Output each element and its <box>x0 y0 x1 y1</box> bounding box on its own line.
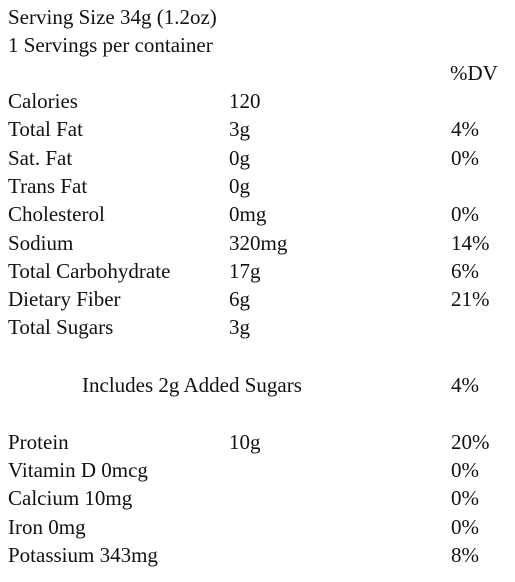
nutrient-amount: 10g <box>229 430 261 454</box>
added-sugars: Includes 2g Added Sugars <box>82 373 302 397</box>
nutrient-name: Calories <box>8 89 78 113</box>
nutrient-dv: 4% <box>451 117 479 142</box>
nutrient-name: Total Carbohydrate <box>8 258 171 283</box>
micro-dv: 8% <box>451 542 479 567</box>
nutrient-dv: 21% <box>451 287 490 312</box>
micro-label: Vitamin D 0mcg <box>8 458 148 482</box>
micro-dv: 0% <box>451 458 479 482</box>
micro-dv: 0% <box>451 514 479 539</box>
nutrient-amount: 3g <box>229 117 250 142</box>
micro-label: Calcium 10mg <box>8 486 133 511</box>
nutrient-name: Sodium <box>8 230 74 255</box>
nutrient-amount: 0mg <box>229 202 267 227</box>
nutrient-amount: 120 <box>229 89 261 113</box>
nutrient-name: Cholesterol <box>8 202 105 227</box>
nutrient-amount: 320mg <box>229 230 288 255</box>
micro-label: Potassium 343mg <box>8 542 158 567</box>
servings: 1 Servings per container <box>8 33 213 57</box>
nutrient-name: Total Sugars <box>8 315 114 340</box>
nutrient-amount: 0g <box>229 145 250 170</box>
nutrient-dv: 6% <box>451 258 479 283</box>
nutrient-dv: 20% <box>451 430 490 454</box>
nutrient-amount: 17g <box>229 258 261 283</box>
nutrient-dv: 0% <box>451 145 479 170</box>
nutrient-amount: 3g <box>229 315 250 340</box>
nutrient-amount: 0g <box>229 173 250 198</box>
added-sugars-dv: 4% <box>451 373 479 397</box>
nutrient-name: Trans Fat <box>8 173 88 198</box>
nutrient-dv: 0% <box>451 202 479 227</box>
nutrient-name: Dietary Fiber <box>8 287 121 312</box>
dv-header: %DV <box>450 61 498 85</box>
micro-label: Iron 0mg <box>8 514 86 539</box>
nutrient-name: Protein <box>8 430 69 454</box>
nutrient-dv: 14% <box>451 230 490 255</box>
nutrient-amount: 6g <box>229 287 250 312</box>
nutrient-name: Total Fat <box>8 117 83 142</box>
micro-dv: 0% <box>451 486 479 511</box>
serving-size: Serving Size 34g (1.2oz) <box>8 5 217 29</box>
nutrient-name: Sat. Fat <box>8 145 73 170</box>
